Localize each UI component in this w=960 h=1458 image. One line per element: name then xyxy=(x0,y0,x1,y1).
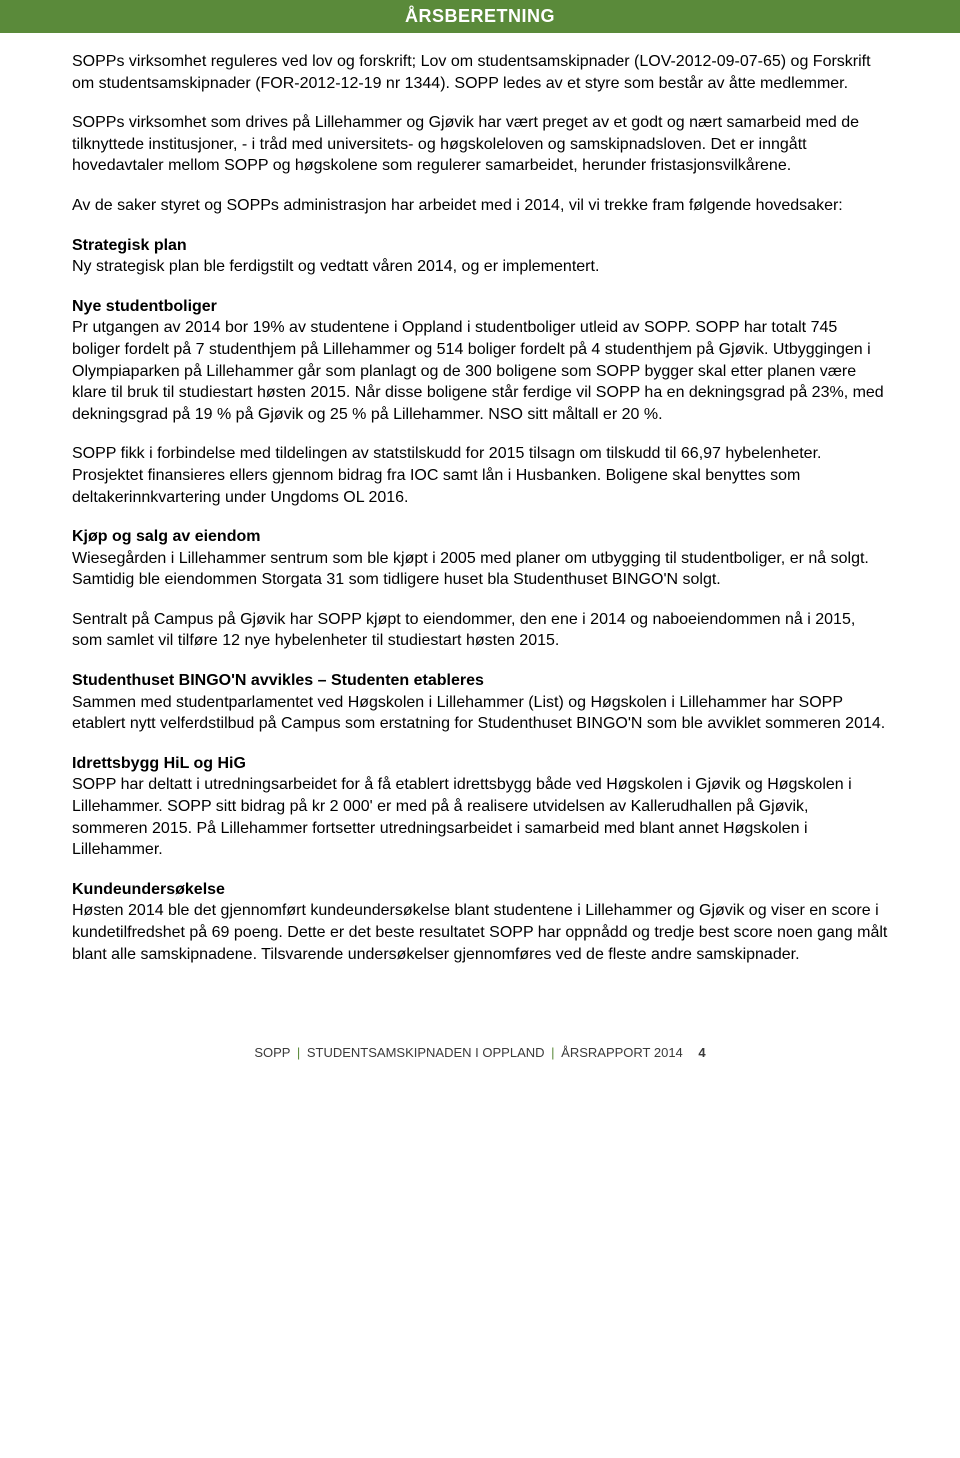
footer-separator-1: | xyxy=(297,1045,300,1060)
heading-strategisk: Strategisk plan xyxy=(72,237,187,254)
section-nye-boliger: Nye studentboliger Pr utgangen av 2014 b… xyxy=(72,296,888,426)
page: ÅRSBERETNING SOPPs virksomhet reguleres … xyxy=(0,0,960,1100)
section-kjop-salg: Kjøp og salg av eiendom Wiesegården i Li… xyxy=(72,526,888,591)
body-strategisk: Ny strategisk plan ble ferdigstilt og ve… xyxy=(72,258,599,275)
footer-mid: STUDENTSAMSKIPNADEN I OPPLAND xyxy=(307,1045,545,1060)
paragraph-intro1: SOPPs virksomhet reguleres ved lov og fo… xyxy=(72,51,888,94)
section-bingo: Studenthuset BINGO'N avvikles – Studente… xyxy=(72,670,888,735)
body-nye-boliger-1: Pr utgangen av 2014 bor 19% av studenten… xyxy=(72,319,884,422)
body-kjop-salg-2: Sentralt på Campus på Gjøvik har SOPP kj… xyxy=(72,609,888,652)
heading-idrett: Idrettsbygg HiL og HiG xyxy=(72,755,246,772)
page-number: 4 xyxy=(698,1045,705,1060)
page-footer: SOPP | STUDENTSAMSKIPNADEN I OPPLAND | Å… xyxy=(0,1045,960,1060)
heading-bingo: Studenthuset BINGO'N avvikles – Studente… xyxy=(72,672,484,689)
footer-left: SOPP xyxy=(254,1045,290,1060)
section-kunde: Kundeundersøkelse Høsten 2014 ble det gj… xyxy=(72,879,888,965)
footer-separator-2: | xyxy=(551,1045,554,1060)
body-bingo: Sammen med studentparlamentet ved Høgsko… xyxy=(72,694,885,733)
paragraph-intro3: Av de saker styret og SOPPs administrasj… xyxy=(72,195,888,217)
section-idrett: Idrettsbygg HiL og HiG SOPP har deltatt … xyxy=(72,753,888,861)
body-kunde: Høsten 2014 ble det gjennomført kundeund… xyxy=(72,902,887,962)
heading-kunde: Kundeundersøkelse xyxy=(72,881,225,898)
body-nye-boliger-2: SOPP fikk i forbindelse med tildelingen … xyxy=(72,443,888,508)
body-kjop-salg-1: Wiesegården i Lillehammer sentrum som bl… xyxy=(72,550,869,589)
paragraph-intro2: SOPPs virksomhet som drives på Lillehamm… xyxy=(72,112,888,177)
section-strategisk: Strategisk plan Ny strategisk plan ble f… xyxy=(72,235,888,278)
banner-title: ÅRSBERETNING xyxy=(0,0,960,33)
content-area: SOPPs virksomhet reguleres ved lov og fo… xyxy=(0,51,960,965)
heading-kjop-salg: Kjøp og salg av eiendom xyxy=(72,528,260,545)
body-idrett: SOPP har deltatt i utredningsarbeidet fo… xyxy=(72,776,852,858)
footer-right: ÅRSRAPPORT 2014 xyxy=(561,1045,683,1060)
heading-nye-boliger: Nye studentboliger xyxy=(72,298,217,315)
